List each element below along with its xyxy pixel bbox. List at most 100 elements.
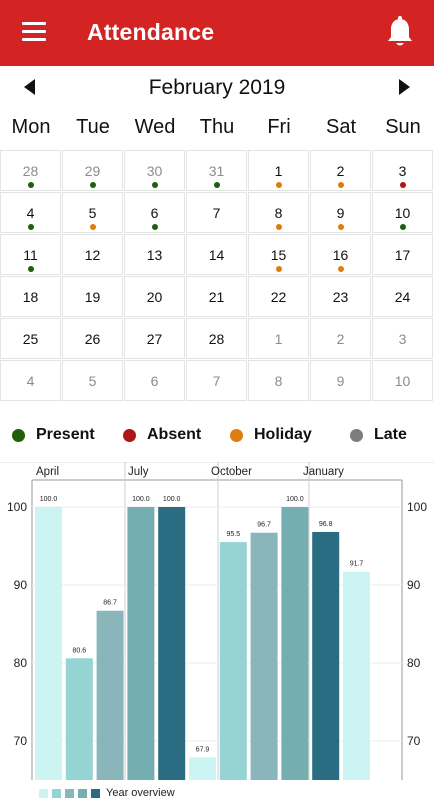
previous-month-icon[interactable] [24, 79, 35, 95]
calendar-day-cell[interactable]: 8 [248, 360, 309, 401]
present-dot-icon [27, 182, 34, 188]
next-month-icon[interactable] [399, 79, 410, 95]
calendar-day-cell[interactable]: 6 [124, 360, 185, 401]
absent-dot-icon [123, 428, 136, 442]
calendar-day-cell[interactable]: 19 [62, 276, 123, 317]
app-title: Attendance [87, 19, 215, 45]
day-number: 30 [146, 163, 163, 179]
calendar-day-cell[interactable]: 4 [0, 192, 61, 233]
calendar-day-cell[interactable]: 3 [372, 318, 433, 359]
day-number: 17 [394, 247, 411, 263]
weekday-header: Mon Tue Wed Thu Fri Sat Sun [0, 116, 434, 146]
day-number: 10 [394, 205, 411, 221]
calendar-day-cell[interactable]: 1 [248, 150, 309, 191]
day-number: 15 [270, 247, 287, 263]
bar [158, 507, 186, 780]
legend-swatch [65, 788, 74, 798]
day-number: 6 [150, 373, 159, 389]
calendar-day-cell[interactable]: 8 [248, 192, 309, 233]
hamburger-menu-icon[interactable] [22, 22, 46, 42]
y-tick-label-right: 80 [407, 656, 421, 670]
absent-dot-icon [399, 182, 406, 188]
y-tick-label-right: 90 [407, 578, 421, 592]
day-number: 22 [270, 289, 287, 305]
calendar-day-cell[interactable]: 17 [372, 234, 433, 275]
legend-present: Present [12, 424, 95, 446]
day-number: 3 [398, 163, 407, 179]
calendar-day-cell[interactable]: 16 [310, 234, 371, 275]
legend-holiday: Holiday [230, 424, 312, 446]
holiday-dot-icon [337, 266, 344, 272]
day-number: 26 [84, 331, 101, 347]
calendar-day-cell[interactable]: 30 [124, 150, 185, 191]
calendar-day-cell[interactable]: 5 [62, 360, 123, 401]
day-number: 29 [84, 163, 101, 179]
calendar-day-cell[interactable]: 7 [186, 360, 247, 401]
calendar-day-cell[interactable]: 3 [372, 150, 433, 191]
holiday-dot-icon [275, 182, 282, 188]
day-number: 20 [146, 289, 163, 305]
calendar-day-cell[interactable]: 18 [0, 276, 61, 317]
calendar-day-cell[interactable]: 9 [310, 192, 371, 233]
bar [65, 658, 93, 780]
bar-value-label: 95.5 [226, 531, 240, 538]
calendar-day-cell[interactable]: 24 [372, 276, 433, 317]
holiday-dot-icon [230, 428, 243, 442]
calendar-day-cell[interactable]: 27 [124, 318, 185, 359]
bar-value-label: 100.0 [40, 496, 58, 503]
calendar-day-cell[interactable]: 22 [248, 276, 309, 317]
y-tick-label-right: 100 [407, 500, 427, 514]
legend-swatch [52, 788, 61, 798]
day-number: 6 [150, 205, 159, 221]
calendar-day-cell[interactable]: 12 [62, 234, 123, 275]
calendar-day-cell[interactable]: 2 [310, 318, 371, 359]
calendar-day-cell[interactable]: 14 [186, 234, 247, 275]
calendar-day-cell[interactable]: 28 [0, 150, 61, 191]
calendar-day-cell[interactable]: 21 [186, 276, 247, 317]
calendar-day-cell[interactable]: 1 [248, 318, 309, 359]
top-axis-label: October [211, 466, 252, 478]
legend-label: Present [36, 426, 95, 443]
day-number: 10 [394, 373, 411, 389]
weekday-label: Wed [134, 116, 176, 138]
calendar-day-cell[interactable]: 10 [372, 360, 433, 401]
bell-icon[interactable] [386, 16, 414, 48]
day-number: 4 [26, 373, 35, 389]
calendar-day-cell[interactable]: 11 [0, 234, 61, 275]
app-bar: Attendance [0, 0, 434, 66]
top-axis-label: January [303, 466, 344, 478]
calendar-day-cell[interactable]: 10 [372, 192, 433, 233]
calendar-day-cell[interactable]: 2 [310, 150, 371, 191]
day-number: 8 [274, 205, 283, 221]
calendar-day-cell[interactable]: 5 [62, 192, 123, 233]
day-number: 2 [336, 163, 345, 179]
calendar-day-cell[interactable]: 23 [310, 276, 371, 317]
calendar-day-cell[interactable]: 26 [62, 318, 123, 359]
day-number: 3 [398, 331, 407, 347]
legend-absent: Absent [123, 424, 201, 446]
day-number: 16 [332, 247, 349, 263]
calendar-day-cell[interactable]: 4 [0, 360, 61, 401]
calendar-day-cell[interactable]: 25 [0, 318, 61, 359]
calendar-day-cell[interactable]: 28 [186, 318, 247, 359]
bar [281, 507, 309, 780]
day-number: 9 [336, 205, 345, 221]
bar-value-label: 100.0 [163, 496, 181, 503]
calendar-day-cell[interactable]: 20 [124, 276, 185, 317]
holiday-dot-icon [337, 224, 344, 230]
legend-late: Late [350, 424, 407, 446]
day-number: 21 [208, 289, 225, 305]
calendar-day-cell[interactable]: 6 [124, 192, 185, 233]
day-number: 13 [146, 247, 163, 263]
weekday-label: Sun [385, 116, 421, 138]
bar-value-label: 100.0 [286, 496, 304, 503]
calendar-day-cell[interactable]: 15 [248, 234, 309, 275]
y-tick-label-left: 80 [14, 656, 28, 670]
holiday-dot-icon [89, 224, 96, 230]
calendar-day-cell[interactable]: 9 [310, 360, 371, 401]
calendar-day-cell[interactable]: 13 [124, 234, 185, 275]
calendar-day-cell[interactable]: 7 [186, 192, 247, 233]
calendar-day-cell[interactable]: 29 [62, 150, 123, 191]
calendar-day-cell[interactable]: 31 [186, 150, 247, 191]
bar [312, 531, 340, 780]
